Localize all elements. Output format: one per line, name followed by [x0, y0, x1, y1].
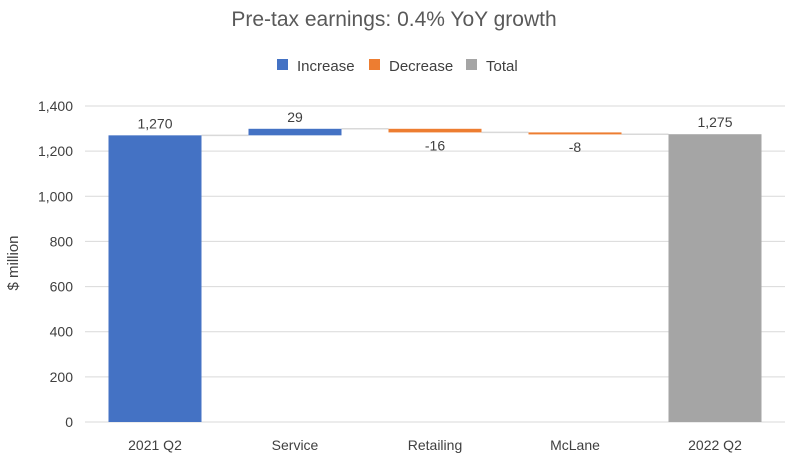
- y-axis-label: $ million: [5, 235, 22, 290]
- legend-item-decrease: Decrease: [369, 58, 453, 75]
- y-tick-label: 1,200: [38, 143, 73, 159]
- data-label: 1,270: [137, 115, 172, 131]
- y-tick-label: 1,400: [38, 98, 73, 114]
- data-label: -16: [425, 137, 445, 153]
- legend: Increase Decrease Total: [277, 58, 518, 75]
- x-tick-label: Service: [272, 437, 319, 453]
- legend-swatch-decrease: [369, 59, 380, 70]
- legend-item-total: Total: [466, 58, 518, 75]
- legend-label-total: Total: [486, 58, 518, 75]
- gridlines: [85, 105, 785, 423]
- y-axis-ticks: 0 200 400 600 800 1,000 1,200 1,400: [38, 98, 73, 430]
- data-label: -8: [569, 139, 582, 155]
- connector-lines: [201, 128, 669, 137]
- x-axis-ticks: 2021 Q2 Service Retailing McLane 2022 Q2: [128, 437, 742, 453]
- legend-label-increase: Increase: [297, 58, 355, 75]
- x-tick-label: 2022 Q2: [688, 437, 742, 453]
- data-label: 29: [287, 109, 303, 125]
- bar-2021-q2: [108, 135, 202, 423]
- y-tick-label: 0: [65, 414, 73, 430]
- legend-swatch-total: [466, 59, 477, 70]
- bar-2022-q2: [668, 134, 762, 422]
- data-label: 1,275: [697, 114, 732, 130]
- bar-retailing: [388, 128, 482, 133]
- y-tick-label: 200: [50, 369, 74, 385]
- y-tick-label: 600: [50, 279, 74, 295]
- y-tick-label: 800: [50, 233, 74, 249]
- bar-service: [248, 128, 342, 136]
- bars: [108, 128, 762, 423]
- legend-item-increase: Increase: [277, 58, 355, 75]
- x-tick-label: McLane: [550, 437, 600, 453]
- data-labels: 1,270 29 -16 -8 1,275: [137, 109, 732, 155]
- y-tick-label: 1,000: [38, 188, 73, 204]
- legend-label-decrease: Decrease: [389, 58, 453, 75]
- x-tick-label: Retailing: [408, 437, 462, 453]
- chart-title: Pre-tax earnings: 0.4% YoY growth: [231, 8, 556, 31]
- y-tick-label: 400: [50, 324, 74, 340]
- bar-mclane: [528, 132, 622, 135]
- x-tick-label: 2021 Q2: [128, 437, 182, 453]
- legend-swatch-increase: [277, 59, 288, 70]
